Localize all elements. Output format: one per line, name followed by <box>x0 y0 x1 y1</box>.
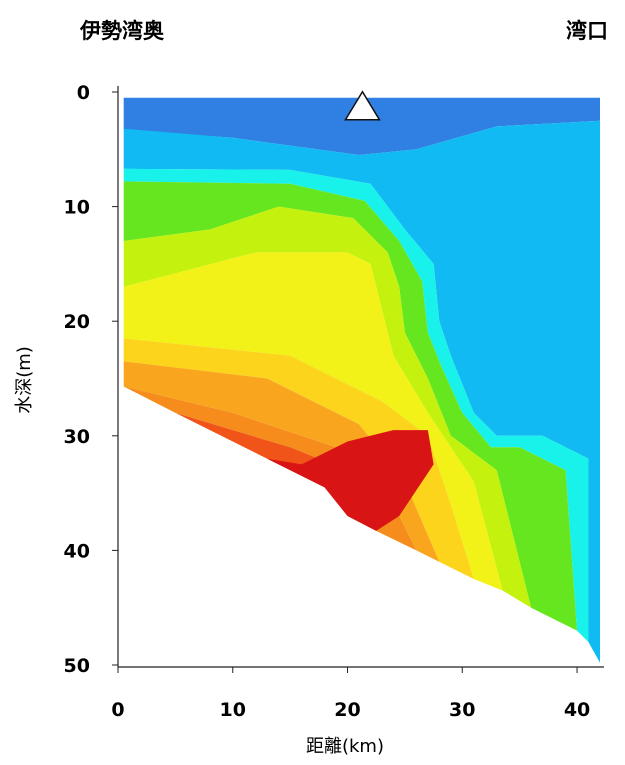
y-tick-label: 0 <box>77 82 90 104</box>
region-surface-mixed-layer <box>123 97 600 155</box>
x-tick-label: 10 <box>220 699 246 721</box>
x-tick-label: 30 <box>449 699 475 721</box>
y-tick-label: 30 <box>64 426 90 448</box>
x-tick-label: 40 <box>564 699 590 721</box>
x-axis-title: 距離(km) <box>306 736 384 757</box>
plot-frame <box>117 86 604 668</box>
y-tick-label: 20 <box>64 311 90 333</box>
region-green-band <box>123 181 577 631</box>
region-yellow-green-band <box>123 206 532 608</box>
corner-label-bay-mouth: 湾口 <box>566 19 608 43</box>
contour-regions <box>123 97 600 663</box>
region-yellow-core <box>123 252 503 591</box>
station-marker-triangle <box>344 90 381 121</box>
y-tick-label: 10 <box>64 197 90 219</box>
x-axis-ticks: 0 10 20 30 40 <box>111 667 590 721</box>
y-tick-label: 40 <box>64 540 90 562</box>
y-axis-title: 水深(m) <box>14 346 35 414</box>
corner-label-inner-bay: 伊勢湾奥 <box>79 19 165 43</box>
y-tick-label: 50 <box>64 655 90 677</box>
region-hypoxic-core <box>267 430 434 531</box>
y-axis-ticks: 0 10 20 30 40 50 <box>64 82 118 677</box>
x-tick-label: 0 <box>111 699 124 721</box>
x-tick-label: 20 <box>334 699 360 721</box>
region-bay-mouth-water <box>123 120 600 663</box>
